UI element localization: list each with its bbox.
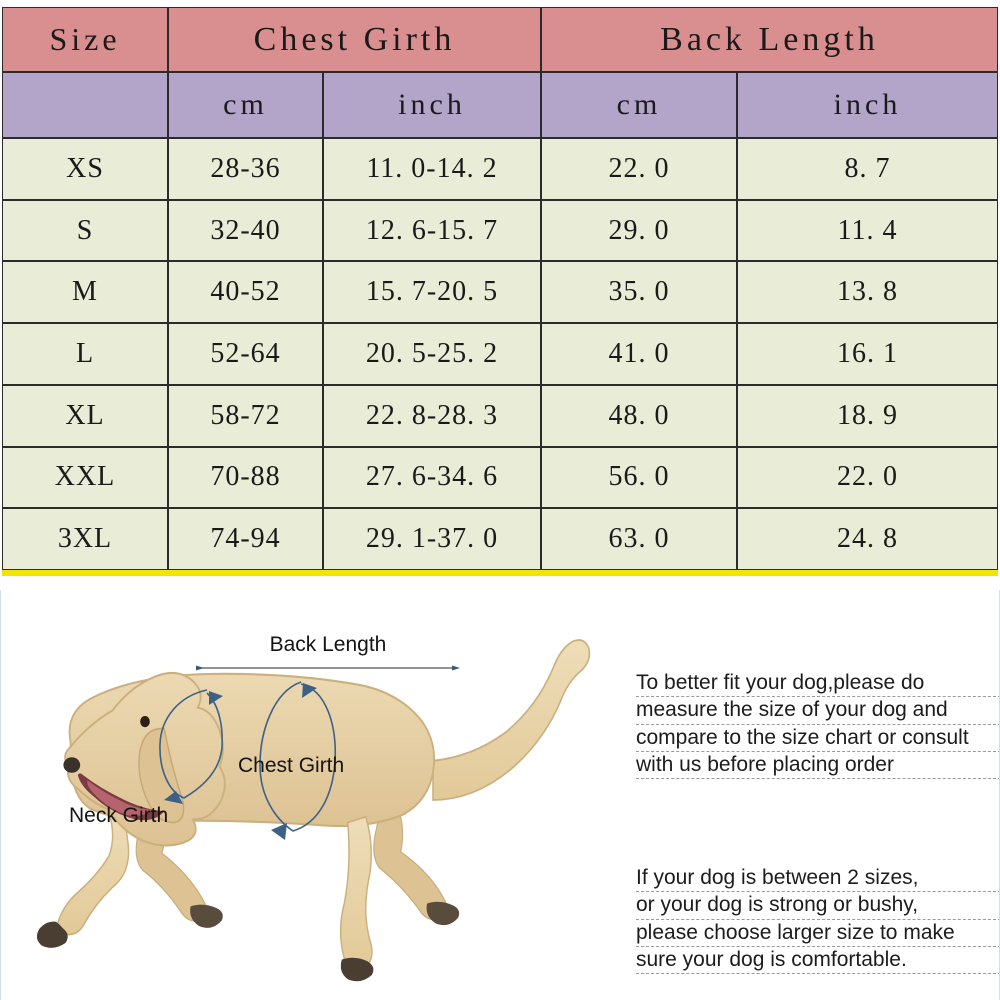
svg-text:Back Length: Back Length bbox=[270, 633, 387, 656]
svg-text:Neck Girth: Neck Girth bbox=[69, 804, 168, 827]
svg-text:Chest Girth: Chest Girth bbox=[238, 754, 344, 777]
